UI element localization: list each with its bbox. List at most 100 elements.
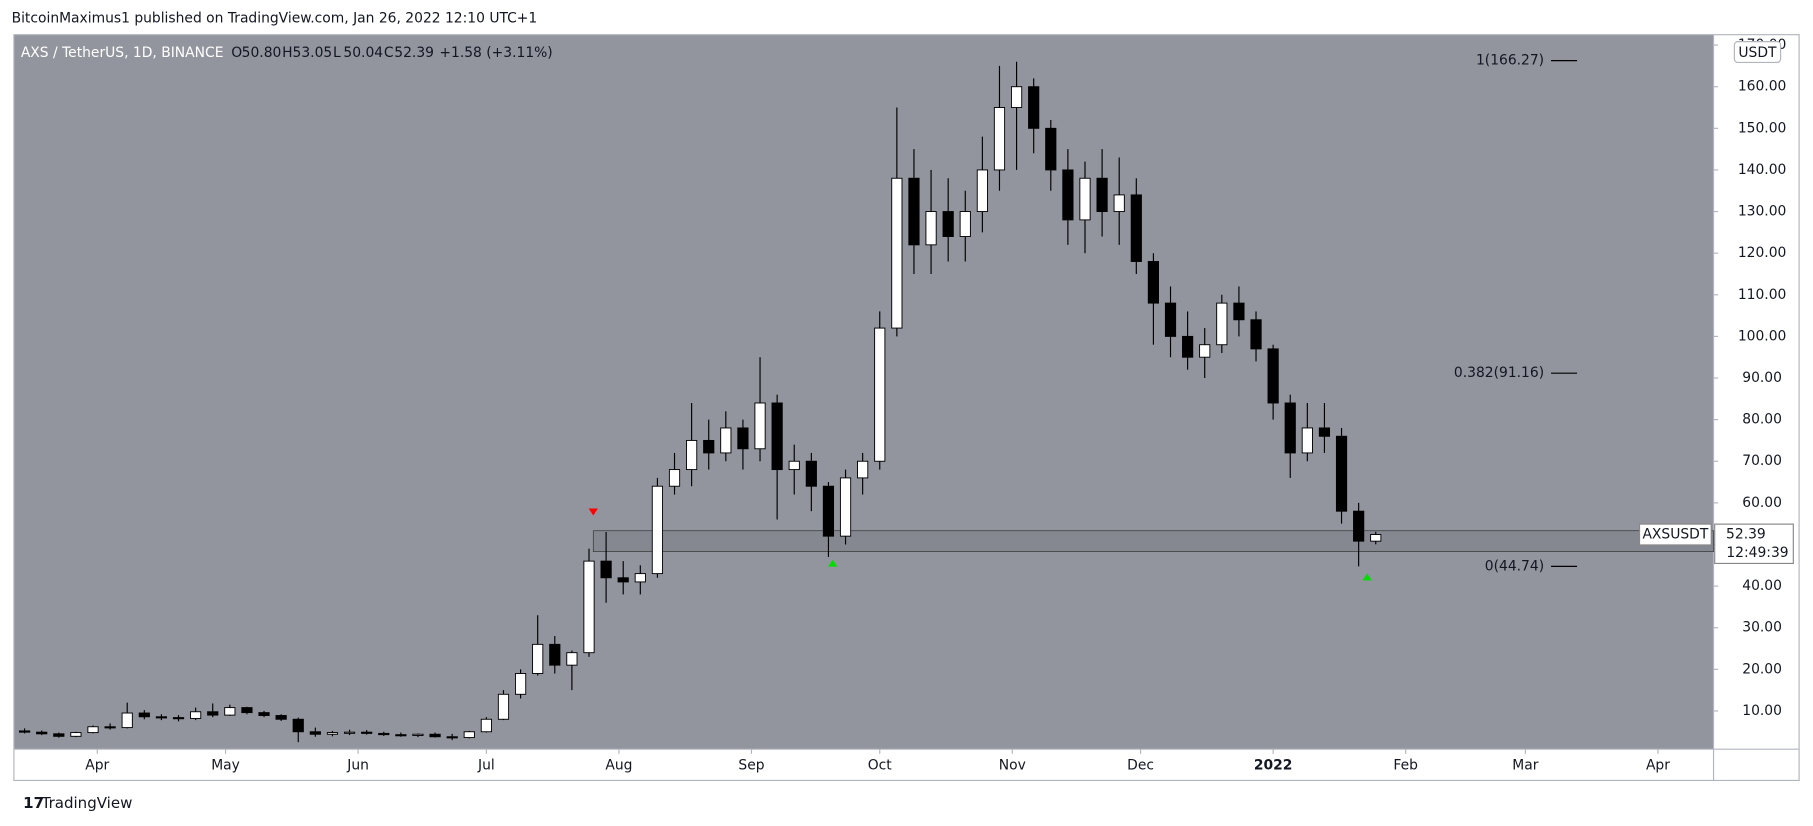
candle-body <box>668 469 681 487</box>
candle-body <box>822 485 835 537</box>
candle-body <box>634 573 646 583</box>
y-tick-label: 100.00 <box>1738 328 1787 344</box>
x-tick-label: Jul <box>477 757 495 773</box>
candle-body <box>600 560 612 579</box>
candle-body <box>805 460 817 487</box>
ohlc-value: 50.80 <box>242 45 282 61</box>
candle-body <box>1318 427 1331 437</box>
candle-body <box>155 716 168 719</box>
candle-body <box>463 731 475 739</box>
candle-body <box>1147 261 1159 304</box>
y-tick-label: 130.00 <box>1738 204 1787 220</box>
candle-body <box>720 427 732 454</box>
candle-body <box>53 733 65 737</box>
ohlc-value: 50.04 <box>343 45 383 61</box>
y-tick-label: 110.00 <box>1738 287 1787 303</box>
x-tick-label: Aug <box>605 757 632 773</box>
candle-body <box>1250 319 1262 350</box>
candle-body <box>976 169 988 213</box>
y-tick-label: 140.00 <box>1738 162 1787 178</box>
candle-body <box>378 732 390 736</box>
candle-body <box>1199 344 1211 358</box>
candle-body <box>857 460 869 479</box>
candle-body <box>1079 177 1091 221</box>
x-tick-label: Apr <box>85 757 109 773</box>
candle-body <box>532 643 544 674</box>
countdown: 12:49:39 <box>1726 545 1788 561</box>
candle-body <box>361 731 373 734</box>
candle-body <box>908 177 920 246</box>
candle-body <box>36 731 48 735</box>
ohlc-value: 52.39 <box>394 45 434 61</box>
symbol-tag-bg <box>1638 523 1712 546</box>
symbol: AXS / TetherUS, 1D, BINANCE <box>21 45 224 61</box>
x-tick-label: Apr <box>1646 757 1670 773</box>
x-tick-label: Nov <box>999 757 1026 773</box>
candle-body <box>891 177 903 329</box>
y-tick-label: 120.00 <box>1738 245 1787 261</box>
candle-body <box>172 717 185 720</box>
candle-body <box>925 211 937 246</box>
candle-body <box>1164 302 1177 337</box>
candle-body <box>190 711 202 719</box>
y-tick-label: 30.00 <box>1742 620 1782 636</box>
y-tick-label: 40.00 <box>1742 578 1782 594</box>
candle-body <box>480 718 492 733</box>
y-tick-label: 10.00 <box>1742 703 1782 719</box>
support-zone <box>592 530 1714 552</box>
candle-body <box>1284 402 1296 454</box>
candle-body <box>1062 169 1074 221</box>
candle-body <box>1028 86 1040 129</box>
fib-label: 0(44.74) <box>1485 558 1544 574</box>
candle-body <box>566 652 578 666</box>
candle-body <box>1113 194 1125 213</box>
y-tick-label: 160.00 <box>1738 79 1787 95</box>
fib-label: 1(166.27) <box>1476 53 1544 69</box>
y-tick-label: 20.00 <box>1742 661 1782 677</box>
candle-body <box>87 726 99 734</box>
ohlc-letter: H <box>282 45 292 61</box>
currency: USDT <box>1738 45 1777 61</box>
footer-logo: 𝟭𝟳 <box>23 794 44 812</box>
plot-area <box>13 34 1714 750</box>
fib-label: 0.382(91.16) <box>1454 365 1544 381</box>
candle-body <box>207 711 219 716</box>
ohlc-letter: C <box>384 45 394 61</box>
candle-body <box>839 477 852 537</box>
y-tick-label: 70.00 <box>1742 453 1782 469</box>
change: +1.58 (+3.11%) <box>439 45 552 61</box>
candle-body <box>1353 510 1365 542</box>
candle-body <box>326 732 339 735</box>
candle-body <box>771 402 783 471</box>
candle-body <box>241 707 253 714</box>
last-price-bg <box>1714 523 1794 565</box>
candle-body <box>343 731 356 734</box>
candle-body <box>737 427 749 450</box>
candle-body <box>1182 335 1194 358</box>
candle-body <box>583 560 595 654</box>
candle-body <box>395 734 407 737</box>
candle-body <box>1233 302 1245 321</box>
candle-body <box>993 107 1006 171</box>
candle-body <box>1045 127 1057 171</box>
signal-marker <box>828 559 838 567</box>
candle-body <box>309 731 321 735</box>
candle-body <box>1370 534 1382 542</box>
y-tick-label: 80.00 <box>1742 412 1782 428</box>
candle-body <box>138 712 150 718</box>
candle-body <box>258 712 270 716</box>
x-tick-label: Feb <box>1393 757 1418 773</box>
candle-body <box>18 730 31 733</box>
candle-body <box>1335 435 1348 512</box>
candle-body <box>686 439 698 471</box>
candle-body <box>446 736 458 739</box>
published-line: BitcoinMaximus1 published on TradingView… <box>12 10 538 26</box>
candle-body <box>70 732 82 737</box>
candle-body <box>224 707 236 716</box>
x-tick-label: May <box>211 757 240 773</box>
candle-body <box>412 733 424 736</box>
candle-body <box>959 211 971 237</box>
ohlc-letter: L <box>333 45 341 61</box>
